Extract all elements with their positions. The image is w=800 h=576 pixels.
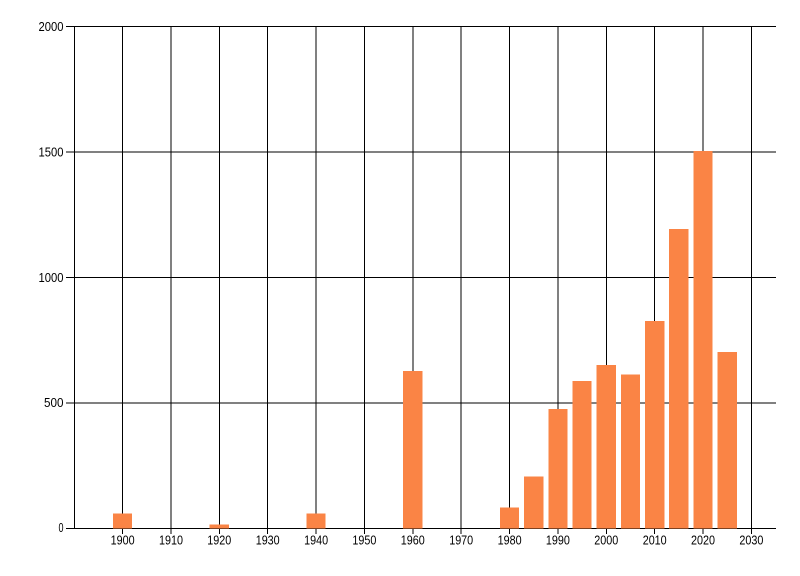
svg-text:0: 0 <box>59 521 64 535</box>
svg-text:1940: 1940 <box>304 534 328 548</box>
svg-text:2030: 2030 <box>739 534 763 548</box>
svg-text:1980: 1980 <box>498 534 522 548</box>
svg-text:1000: 1000 <box>39 271 64 285</box>
svg-text:2020: 2020 <box>691 534 715 548</box>
svg-text:1960: 1960 <box>401 534 425 548</box>
svg-text:1910: 1910 <box>159 534 183 548</box>
svg-text:2000: 2000 <box>594 534 618 548</box>
svg-text:1900: 1900 <box>111 534 135 548</box>
svg-text:1970: 1970 <box>449 534 473 548</box>
svg-text:1930: 1930 <box>256 534 280 548</box>
svg-text:2010: 2010 <box>643 534 667 548</box>
svg-text:1990: 1990 <box>546 534 570 548</box>
svg-text:500: 500 <box>44 396 64 410</box>
svg-text:1920: 1920 <box>207 534 231 548</box>
svg-text:1500: 1500 <box>39 145 64 159</box>
svg-text:1950: 1950 <box>352 534 376 548</box>
svg-text:2000: 2000 <box>39 20 64 34</box>
